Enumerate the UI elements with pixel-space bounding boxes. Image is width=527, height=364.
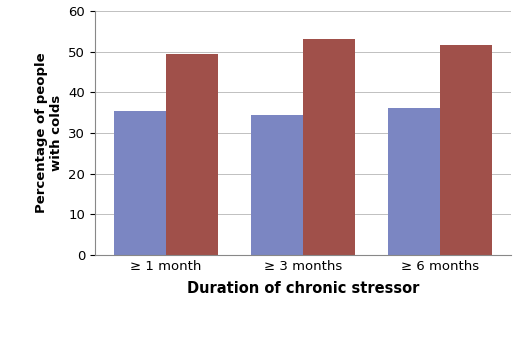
Y-axis label: Percentage of people
with colds: Percentage of people with colds xyxy=(35,52,63,213)
Bar xyxy=(440,46,492,255)
Bar xyxy=(114,111,166,255)
Bar xyxy=(251,115,303,255)
X-axis label: Duration of chronic stressor: Duration of chronic stressor xyxy=(187,281,419,296)
Bar xyxy=(388,108,440,255)
Bar xyxy=(166,54,218,255)
Bar xyxy=(303,39,355,255)
